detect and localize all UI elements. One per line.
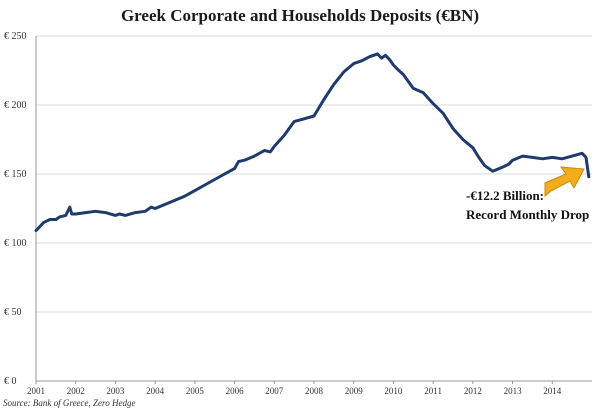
annotation-line-1: -€12.2 Billion: bbox=[466, 188, 544, 203]
x-tick-label: 2013 bbox=[504, 386, 523, 396]
source-note: Source: Bank of Greece, Zero Hedge bbox=[3, 398, 136, 408]
x-tick-label: 2010 bbox=[384, 386, 403, 396]
y-tick-label: € 250 bbox=[4, 31, 27, 42]
x-tick-label: 2008 bbox=[305, 386, 324, 396]
x-tick-label: 2012 bbox=[464, 386, 482, 396]
y-tick-label: € 200 bbox=[4, 100, 27, 111]
x-tick-label: 2003 bbox=[106, 386, 125, 396]
arrow-icon bbox=[544, 166, 585, 198]
x-axis: 2001 2002 2003 2004 2005 2006 2007 2008 2009 2010… bbox=[27, 380, 592, 396]
y-tick-label: € 0 bbox=[4, 376, 17, 387]
x-tick-label: 2004 bbox=[146, 386, 165, 396]
y-axis: € 0 € 50 € 100 € 150 € 200 € 250 bbox=[4, 31, 37, 387]
x-tick-label: 2005 bbox=[186, 386, 205, 396]
y-tick-label: € 150 bbox=[4, 169, 27, 180]
x-tick-label: 2007 bbox=[265, 386, 284, 396]
annotation-line-2: Record Monthly Drop bbox=[466, 207, 589, 222]
x-tick-label: 2001 bbox=[27, 386, 45, 396]
y-tick-label: € 50 bbox=[4, 307, 22, 318]
y-tick-label: € 100 bbox=[4, 238, 27, 249]
chart-title: Greek Corporate and Households Deposits … bbox=[120, 6, 480, 25]
x-tick-label: 2011 bbox=[424, 386, 442, 396]
x-tick-label: 2006 bbox=[226, 386, 245, 396]
x-tick-label: 2002 bbox=[67, 386, 85, 396]
x-tick-label: 2014 bbox=[543, 386, 562, 396]
annotation: -€12.2 Billion: Record Monthly Drop bbox=[466, 166, 589, 222]
deposits-series-line bbox=[34, 52, 591, 233]
x-tick-label: 2009 bbox=[345, 386, 364, 396]
